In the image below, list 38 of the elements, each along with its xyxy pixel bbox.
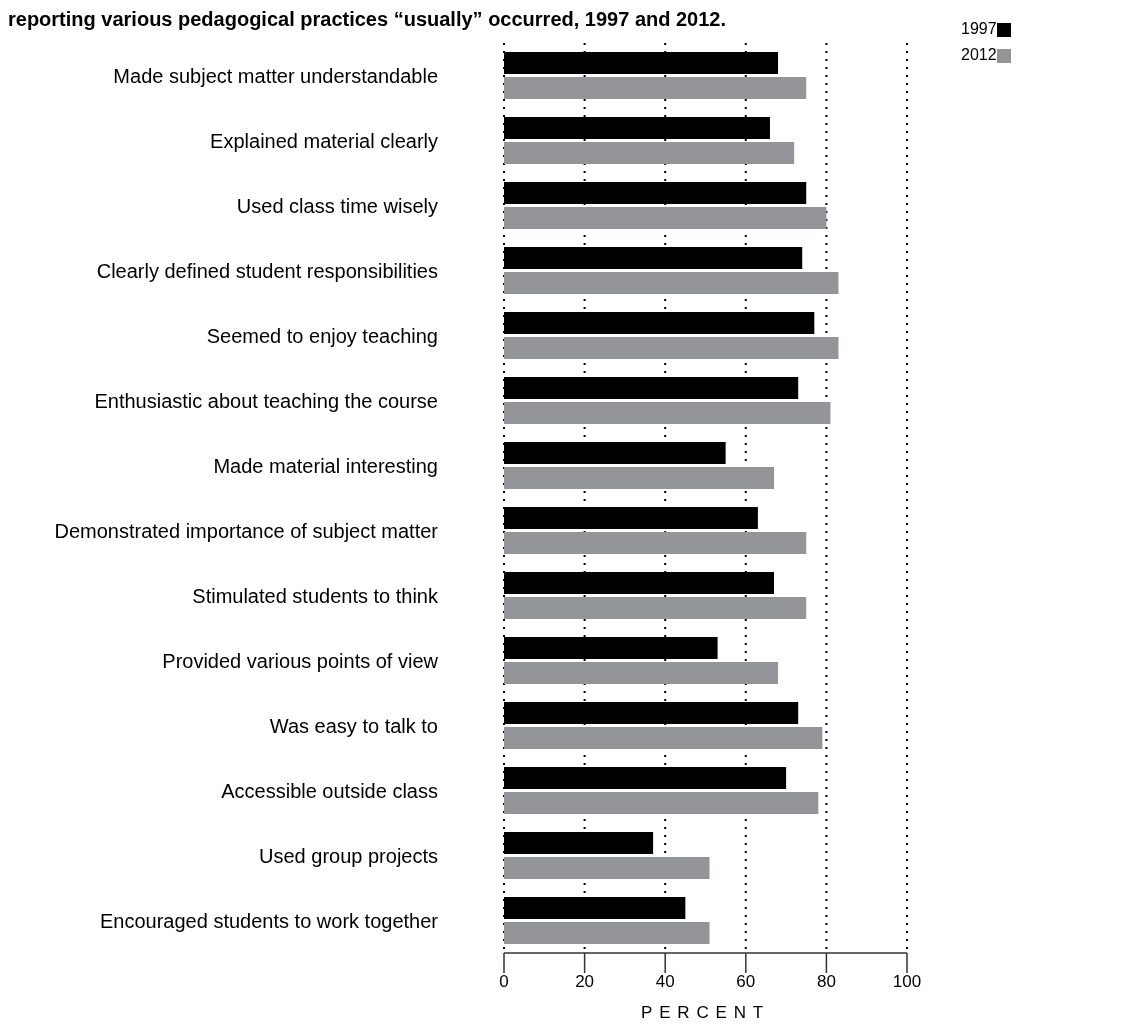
- y-tick-label: Used class time wisely: [236, 194, 438, 217]
- bar: [504, 142, 795, 164]
- bar: [504, 272, 839, 294]
- x-axis-title: PERCENT: [641, 1003, 770, 1022]
- y-tick-label: Made material interesting: [213, 454, 438, 477]
- bar: [504, 532, 807, 554]
- x-tick-label: 20: [575, 972, 595, 992]
- x-tick-label: 80: [816, 972, 836, 992]
- bar: [504, 597, 807, 619]
- bar: [504, 857, 710, 879]
- y-tick-label: Clearly defined student responsibilities: [96, 259, 438, 282]
- y-tick-label: Made subject matter understandable: [113, 64, 438, 87]
- x-tick-label: 0: [499, 972, 509, 992]
- bar: [504, 77, 807, 99]
- y-tick-label: Accessible outside class: [221, 779, 438, 802]
- y-tick-label: Seemed to enjoy teaching: [206, 324, 438, 347]
- x-tick-label: 40: [655, 972, 675, 992]
- y-tick-label: Encouraged students to work together: [100, 909, 439, 932]
- legend-label: 2012: [961, 46, 997, 63]
- y-tick-label: Was easy to talk to: [269, 714, 438, 737]
- y-tick-label: Stimulated students to think: [192, 584, 439, 607]
- bar: [504, 467, 775, 489]
- y-tick-label: Used group projects: [259, 844, 438, 867]
- chart-title: reporting various pedagogical practices “usually” occurred, 1997 and 2012.: [8, 8, 727, 31]
- y-tick-label: Enthusiastic about teaching the course: [94, 389, 438, 412]
- bar: [504, 662, 779, 684]
- bar: [504, 337, 839, 359]
- legend-label: 1997: [961, 20, 997, 37]
- x-tick-label: 60: [736, 972, 756, 992]
- y-tick-label: Demonstrated importance of subject matter: [54, 519, 439, 542]
- y-tick-label: Explained material clearly: [210, 129, 438, 152]
- bar: [504, 727, 823, 749]
- x-tick-label: 100: [892, 972, 922, 992]
- bar: [504, 207, 827, 229]
- bar: [504, 922, 710, 944]
- y-tick-label: Provided various points of view: [162, 649, 439, 672]
- bar: [504, 402, 831, 424]
- bar: [504, 792, 819, 814]
